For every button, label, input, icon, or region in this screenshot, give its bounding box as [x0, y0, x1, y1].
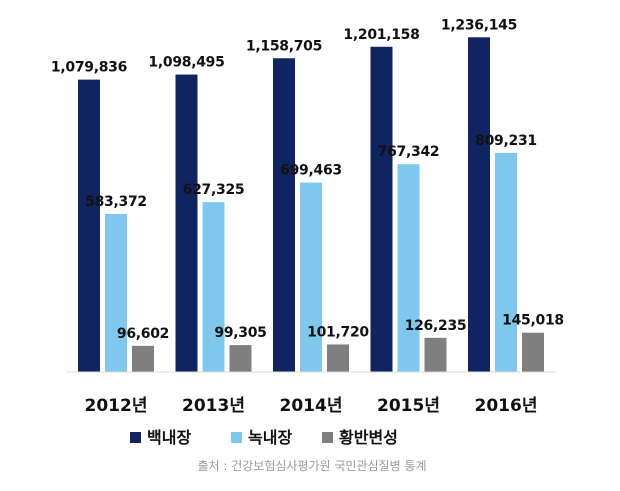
value-label-2-3: 699,463 [280, 163, 342, 179]
legend-label-3: 황반변성 [339, 428, 398, 447]
bar-2-5 [495, 152, 517, 372]
source-note: 출처 : 건강보험심사평가원 국민관심질병 통계 [197, 459, 426, 473]
value-label-1-4: 1,201,158 [343, 27, 419, 43]
value-label-1-3: 1,158,705 [246, 38, 322, 54]
bar-3-1 [132, 345, 154, 372]
bar-1-2 [175, 74, 198, 373]
value-label-2-4: 767,342 [378, 144, 440, 160]
value-label-3-5: 145,018 [502, 313, 564, 329]
value-label-2-5: 809,231 [475, 133, 537, 149]
value-label-1-2: 1,098,495 [148, 55, 224, 71]
value-label-3-3: 101,720 [307, 324, 369, 340]
bar-3-2 [229, 345, 252, 372]
bar-2-4 [397, 164, 420, 372]
legend-swatch-3 [322, 432, 333, 443]
bars-layer [78, 37, 544, 373]
legend-label-2: 녹내장 [248, 428, 292, 447]
bar-2-3 [300, 182, 322, 372]
bar-1-1 [78, 79, 100, 372]
bar-3-3 [327, 344, 349, 372]
category-label-1: 2012년 [85, 396, 148, 416]
bar-1-4 [370, 46, 393, 373]
category-label-5: 2016년 [475, 396, 538, 416]
category-label-3: 2014년 [280, 396, 343, 416]
bar-3-4 [424, 337, 447, 372]
labels-layer: 1,079,836 583,372 96,602 2012년 1,098,495 627,… [51, 17, 564, 416]
bar-2-1 [105, 214, 127, 372]
legend-swatch-2 [231, 432, 242, 443]
category-label-2: 2013년 [182, 396, 245, 416]
value-label-3-2: 99,305 [214, 325, 266, 341]
value-label-3-1: 96,602 [117, 326, 169, 342]
value-label-2-1: 583,372 [85, 194, 147, 210]
legend: 백내장 녹내장 황반변성 [130, 428, 398, 447]
bar-1-5 [468, 37, 490, 372]
value-label-1-1: 1,079,836 [51, 60, 127, 76]
value-label-1-5: 1,236,145 [441, 17, 517, 33]
bar-2-2 [202, 202, 225, 372]
category-label-4: 2015년 [377, 396, 440, 416]
value-label-3-4: 126,235 [405, 318, 467, 334]
legend-swatch-1 [130, 432, 141, 443]
legend-label-1: 백내장 [147, 428, 191, 447]
bar-3-5 [522, 332, 544, 372]
bar-1-3 [273, 58, 295, 373]
value-label-2-2: 627,325 [183, 182, 245, 198]
